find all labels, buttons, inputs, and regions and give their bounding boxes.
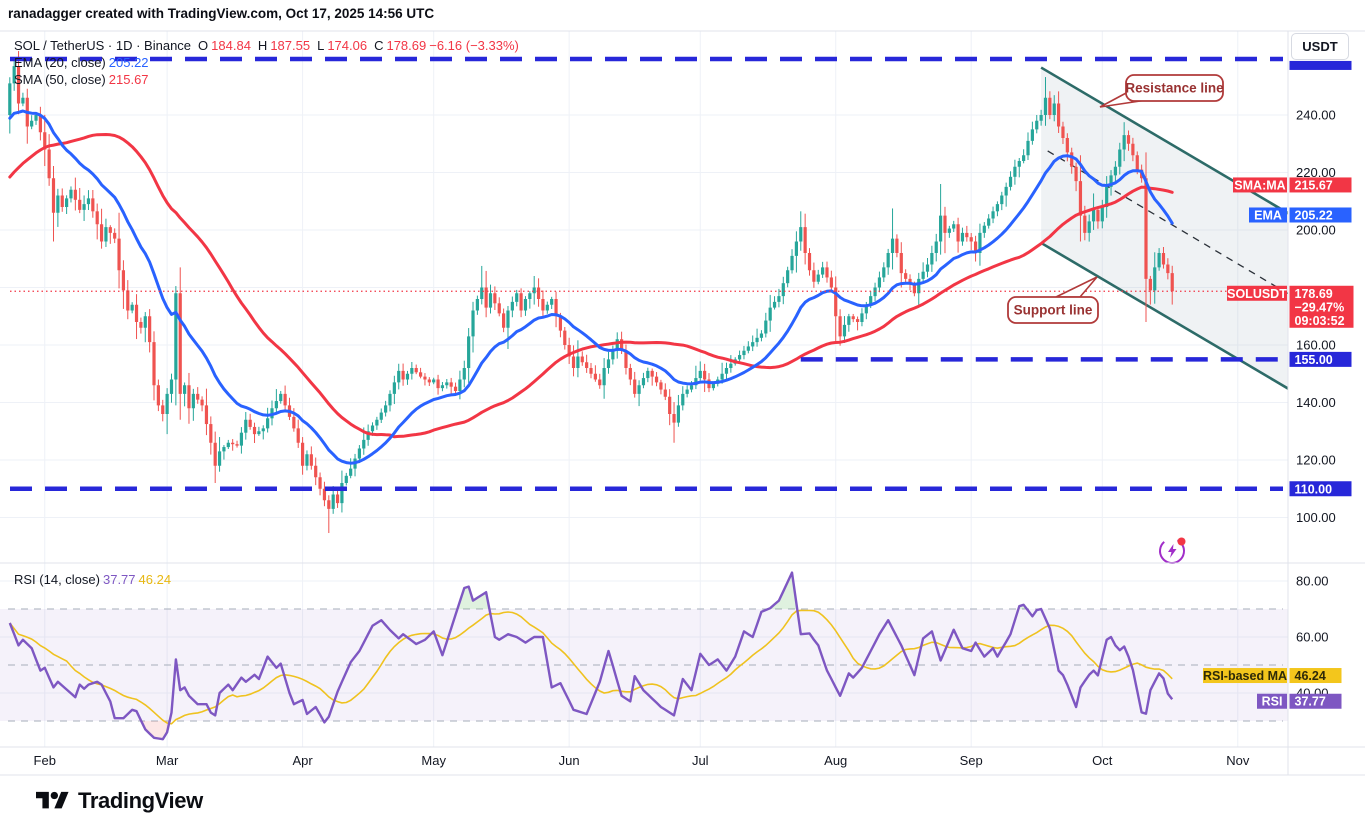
- svg-text:220.00: 220.00: [1296, 165, 1336, 180]
- price-axis[interactable]: 240.00 220.00 200.00 160.00 140.00 120.00 100.…: [1289, 60, 1352, 701]
- flash-idea-icon[interactable]: [1155, 534, 1188, 567]
- support-trendline: [1040, 241, 1288, 391]
- svg-text:120.00: 120.00: [1296, 453, 1336, 468]
- moving-averages: [8, 109, 1174, 465]
- svg-text:205.22: 205.22: [1295, 208, 1333, 222]
- tradingview-logo-icon: [36, 791, 69, 809]
- svg-text:46.24: 46.24: [1295, 669, 1326, 683]
- support-line-callout[interactable]: Support line: [1007, 276, 1099, 324]
- svg-text:09:03:52: 09:03:52: [1295, 314, 1345, 328]
- svg-text:110.00: 110.00: [1295, 482, 1333, 496]
- ema-20-line: [8, 109, 1174, 465]
- rsi-line: [8, 571, 1174, 741]
- svg-text:Mar: Mar: [156, 753, 179, 768]
- svg-text:Support line: Support line: [1014, 303, 1093, 318]
- time-axis[interactable]: Feb Mar Apr May Jun Jul Aug Sep Oct Nov: [34, 753, 1250, 768]
- svg-text:EMA: EMA: [1254, 208, 1282, 222]
- high-value: 187.55: [270, 38, 311, 53]
- rsi-band: [0, 608, 1288, 722]
- axis-badge: 155.00: [1289, 351, 1352, 367]
- gridlines: [0, 31, 1288, 747]
- svg-text:SOLUSDT: SOLUSDT: [1227, 287, 1287, 301]
- high-label: H: [257, 38, 268, 53]
- svg-text:Jun: Jun: [559, 753, 580, 768]
- currency-button[interactable]: USDT: [1291, 33, 1349, 60]
- horizontal-levels[interactable]: [10, 56, 1283, 491]
- open-label: O: [198, 38, 209, 53]
- rsi-ma-line: [9, 609, 1173, 725]
- ema-value: 205.22: [108, 55, 149, 70]
- svg-text:RSI-based MA: RSI-based MA: [1203, 669, 1287, 683]
- svg-text:Sep: Sep: [960, 753, 983, 768]
- svg-text:160.00: 160.00: [1296, 338, 1336, 353]
- open-value: 184.84: [211, 38, 251, 53]
- ema-label: EMA (20, close): [14, 55, 106, 70]
- rsi-series: [8, 571, 1174, 741]
- tradingview-logo[interactable]: TradingView: [36, 788, 203, 814]
- symbol-description: SOL / TetherUS · 1D · Binance: [14, 38, 192, 53]
- svg-text:Oct: Oct: [1092, 753, 1113, 768]
- svg-text:Nov: Nov: [1226, 753, 1250, 768]
- svg-text:May: May: [421, 753, 446, 768]
- axis-badge: EMA 205.22: [1249, 207, 1352, 223]
- svg-text:200.00: 200.00: [1296, 223, 1336, 238]
- rsi-pane-legend: RSI (14, close) 37.77 46.24: [14, 571, 171, 588]
- change-value: −6.16 (−3.33%): [429, 38, 519, 53]
- svg-text:80.00: 80.00: [1296, 574, 1329, 589]
- sma-50-line: [8, 133, 1174, 439]
- descending-channel[interactable]: [1040, 66, 1295, 393]
- sma-label: SMA (50, close): [14, 72, 106, 87]
- svg-text:215.67: 215.67: [1295, 178, 1333, 192]
- axis-badge: SMA:MA 215.67: [1233, 177, 1352, 193]
- svg-text:Feb: Feb: [34, 753, 56, 768]
- axis-badge: SOLUSDT 178.69−29.47%09:03:52: [1227, 285, 1354, 328]
- svg-text:Aug: Aug: [824, 753, 847, 768]
- svg-text:155.00: 155.00: [1295, 353, 1333, 367]
- close-value: 178.69: [386, 38, 427, 53]
- ema-legend-row[interactable]: EMA (20, close) 205.22: [14, 54, 519, 71]
- close-label: C: [374, 38, 384, 53]
- hidden-level-badge: [1289, 60, 1352, 70]
- svg-text:−29.47%: −29.47%: [1295, 300, 1345, 314]
- credit-text: ranadagger created with TradingView.com,…: [8, 6, 435, 21]
- pane-borders: [0, 30, 1365, 776]
- tradingview-wordmark: TradingView: [78, 788, 203, 813]
- rsi-value: 37.77: [102, 572, 136, 587]
- svg-text:60.00: 60.00: [1296, 630, 1329, 645]
- axis-badge: 110.00: [1289, 481, 1352, 497]
- low-label: L: [317, 38, 325, 53]
- svg-text:140.00: 140.00: [1296, 395, 1336, 410]
- svg-text:100.00: 100.00: [1296, 510, 1336, 525]
- rsi-legend-row[interactable]: RSI (14, close) 37.77 46.24: [14, 571, 171, 588]
- rsi-ma-value: 46.24: [138, 572, 172, 587]
- svg-text:240.00: 240.00: [1296, 108, 1336, 123]
- axis-badge: RSI 37.77: [1257, 693, 1342, 709]
- sma-value: 215.67: [108, 72, 149, 87]
- channel-midline: [1047, 150, 1288, 295]
- svg-text:37.77: 37.77: [1295, 695, 1326, 709]
- svg-text:RSI: RSI: [1262, 695, 1283, 709]
- svg-text:Jul: Jul: [692, 753, 709, 768]
- svg-text:Resistance line: Resistance line: [1125, 81, 1224, 96]
- candlestick-series: [8, 51, 1174, 534]
- svg-text:SMA:MA: SMA:MA: [1234, 178, 1285, 192]
- svg-text:Apr: Apr: [292, 753, 313, 768]
- sma-legend-row[interactable]: SMA (50, close) 215.67: [14, 71, 519, 88]
- resistance-line-callout[interactable]: Resistance line: [1099, 74, 1224, 108]
- svg-text:178.69: 178.69: [1295, 287, 1333, 301]
- low-value: 174.06: [327, 38, 368, 53]
- rsi-label: RSI (14, close): [14, 572, 100, 587]
- axis-badge: RSI-based MA 46.24: [1203, 668, 1342, 684]
